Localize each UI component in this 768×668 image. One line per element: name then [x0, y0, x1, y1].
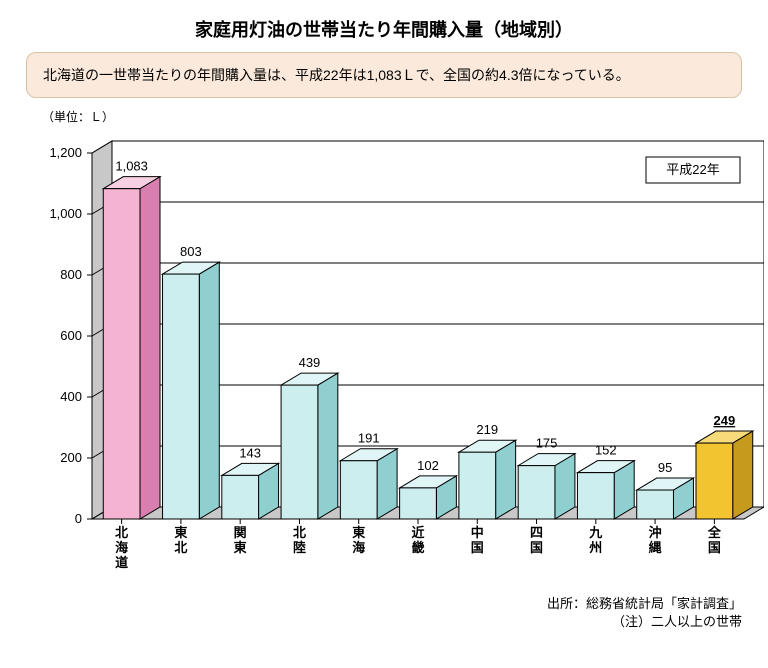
svg-text:1,000: 1,000 — [49, 206, 82, 221]
svg-text:縄: 縄 — [649, 540, 662, 555]
svg-text:国: 国 — [530, 540, 543, 555]
svg-text:国: 国 — [708, 540, 721, 555]
source-block: 出所：総務省統計局「家計調査」 （注）二人以上の世帯 — [12, 595, 742, 631]
svg-text:95: 95 — [658, 460, 672, 475]
svg-text:北: 北 — [115, 525, 128, 540]
source-line-1: 出所：総務省統計局「家計調査」 — [12, 595, 742, 613]
svg-text:陸: 陸 — [293, 540, 306, 555]
svg-text:国: 国 — [471, 540, 484, 555]
svg-text:北: 北 — [174, 540, 187, 555]
svg-text:道: 道 — [115, 555, 128, 570]
svg-text:九: 九 — [588, 525, 602, 540]
svg-text:東: 東 — [174, 525, 187, 540]
svg-text:北: 北 — [293, 525, 306, 540]
svg-text:191: 191 — [358, 431, 380, 446]
svg-text:219: 219 — [476, 422, 498, 437]
chart-container: 02004006008001,0001,2001,083北海道803東北143関… — [24, 129, 744, 593]
callout-box: 北海道の一世帯当たりの年間購入量は、平成22年は1,083Ｌで、全国の約4.3倍… — [26, 52, 742, 98]
source-line-2: （注）二人以上の世帯 — [12, 613, 742, 631]
svg-text:平成22年: 平成22年 — [666, 162, 719, 177]
svg-text:175: 175 — [536, 436, 558, 451]
svg-text:102: 102 — [417, 458, 439, 473]
svg-text:152: 152 — [595, 443, 617, 458]
svg-text:畿: 畿 — [411, 540, 424, 555]
svg-text:海: 海 — [352, 540, 365, 555]
svg-text:東: 東 — [352, 525, 365, 540]
svg-text:143: 143 — [239, 445, 261, 460]
svg-text:400: 400 — [60, 389, 82, 404]
svg-text:関: 関 — [234, 525, 247, 540]
svg-text:1,200: 1,200 — [49, 145, 82, 160]
unit-label: （単位：Ｌ） — [42, 108, 756, 125]
svg-text:沖: 沖 — [649, 525, 662, 540]
svg-text:海: 海 — [115, 540, 128, 555]
svg-text:600: 600 — [60, 328, 82, 343]
svg-text:0: 0 — [75, 511, 82, 526]
page-root: 家庭用灯油の世帯当たり年間購入量（地域別） 北海道の一世帯当たりの年間購入量は、… — [0, 0, 768, 639]
page-title: 家庭用灯油の世帯当たり年間購入量（地域別） — [12, 16, 756, 42]
bar-chart: 02004006008001,0001,2001,083北海道803東北143関… — [24, 129, 764, 593]
svg-text:東: 東 — [234, 540, 247, 555]
svg-text:200: 200 — [60, 450, 82, 465]
svg-text:803: 803 — [180, 244, 202, 259]
svg-text:439: 439 — [299, 355, 321, 370]
svg-text:1,083: 1,083 — [115, 159, 148, 174]
svg-text:四: 四 — [530, 525, 543, 540]
svg-text:全: 全 — [707, 525, 722, 540]
svg-text:249: 249 — [714, 413, 736, 428]
svg-text:州: 州 — [588, 540, 602, 555]
svg-text:中: 中 — [471, 525, 484, 540]
svg-text:800: 800 — [60, 267, 82, 282]
svg-text:近: 近 — [411, 525, 424, 540]
